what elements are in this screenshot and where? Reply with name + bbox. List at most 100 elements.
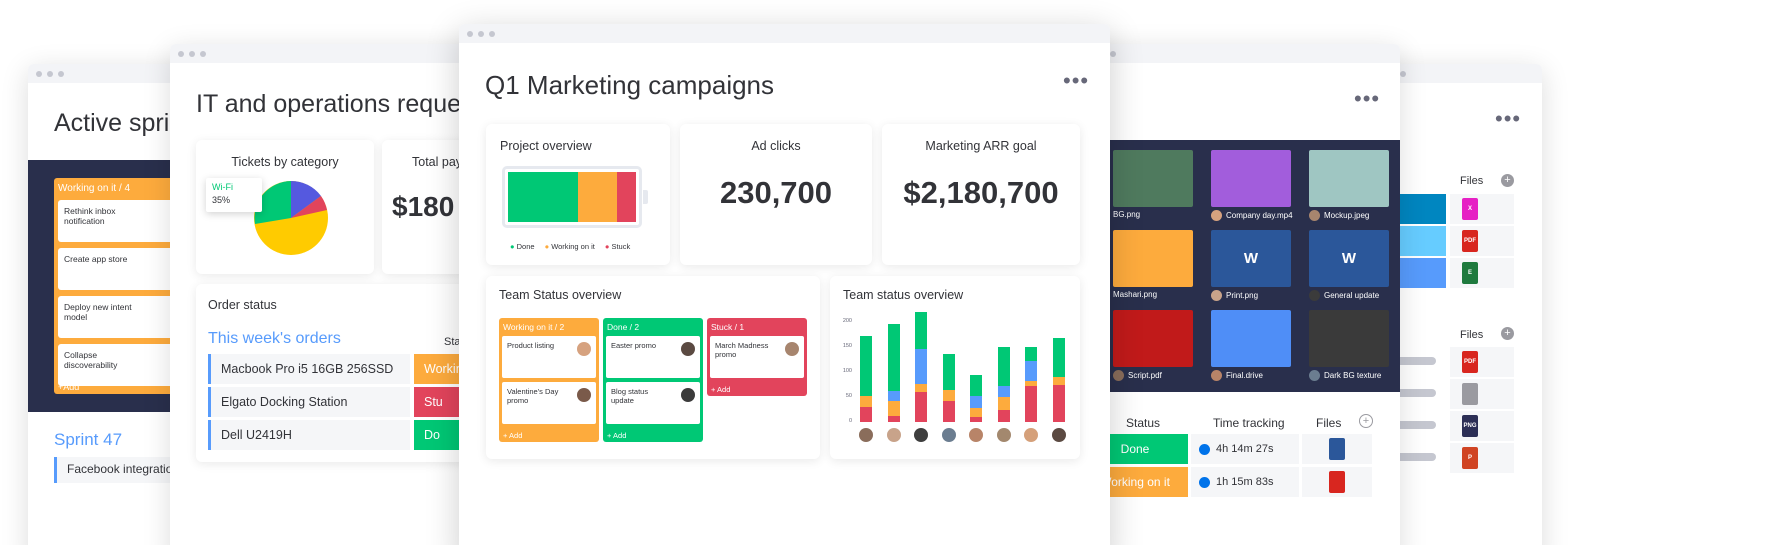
table-row[interactable]: Working on it 1h 15m 83s <box>1080 467 1372 497</box>
window-chrome <box>459 24 1110 43</box>
file-type-icon: PNG <box>1462 415 1478 437</box>
file-tile[interactable] <box>1113 230 1193 287</box>
files-rows: Done 4h 14m 27s Working on it 1h 15m 83s <box>1080 434 1372 500</box>
ad-clicks-title: Ad clicks <box>751 139 801 153</box>
file-tile[interactable] <box>1113 150 1193 207</box>
file-grid: BG.png Company day.mp4 Mockup.jpeg Mashari.… <box>1080 140 1400 392</box>
file-name: Mashari.png <box>1113 290 1158 299</box>
file-tile[interactable] <box>1309 310 1389 367</box>
bar-segment <box>997 347 1010 386</box>
kanban-add-button[interactable]: + Add <box>607 431 627 440</box>
sprint-title[interactable]: Sprint 47 <box>54 430 123 449</box>
bar-segment <box>970 374 982 396</box>
file-name: General update <box>1324 291 1380 300</box>
file-tile-label: BG.png <box>1113 210 1140 219</box>
battery-chart <box>502 166 642 228</box>
bar-segment <box>860 407 872 422</box>
kanban-card-label: Valentine's Day promo <box>507 387 559 405</box>
time-value: 1h 15m 83s <box>1216 476 1274 488</box>
kanban-card-label: Product listing <box>507 341 555 350</box>
total-value: $180 <box>392 191 455 222</box>
pie-tooltip: Wi-Fi 35% <box>206 178 262 212</box>
kanban-card[interactable]: Product listing <box>502 336 596 378</box>
y-tick-label: 200 <box>842 318 852 324</box>
tickets-title: Tickets by category <box>231 155 339 169</box>
battery-segment <box>616 172 636 222</box>
avatar <box>941 428 956 442</box>
battery-segment <box>578 172 617 222</box>
file-type-icon <box>1462 383 1478 405</box>
more-options-icon[interactable]: ••• <box>1063 68 1090 93</box>
file-tile[interactable] <box>1113 310 1193 367</box>
table-row[interactable]: Macbook Pro i5 16GB 256SSD Workin <box>208 354 490 384</box>
it-window-title: IT and operations reque <box>196 90 462 118</box>
kanban-card[interactable]: Valentine's Day promo <box>502 382 596 424</box>
table-row[interactable]: Done 4h 14m 27s <box>1080 434 1372 464</box>
avatar <box>996 428 1011 442</box>
bar-segment <box>942 390 955 401</box>
it-window: IT and operations reque Tickets by categ… <box>170 44 490 545</box>
kanban-column: Done / 2 Easter promo Blog status update + … <box>603 318 703 442</box>
play-icon[interactable] <box>1199 476 1210 488</box>
kanban-column: Stuck / 1 March Madness promo + Add <box>707 318 807 396</box>
file-tile[interactable] <box>1309 150 1389 207</box>
tooltip-label: Wi-Fi <box>212 182 233 192</box>
file-tile-label: Mockup.jpeg <box>1309 210 1369 221</box>
chart-title: Team status overview <box>843 288 964 302</box>
bar-segment <box>887 401 900 416</box>
avatar <box>914 428 928 442</box>
file-tile[interactable] <box>1211 310 1291 367</box>
file-tile[interactable]: W <box>1211 230 1291 287</box>
task-label: Rethink inbox notification <box>64 206 116 226</box>
y-tick-label: 0 <box>848 418 852 424</box>
avatar <box>681 388 695 402</box>
more-options-icon[interactable]: ••• <box>1354 86 1381 111</box>
bar-segment <box>887 323 900 391</box>
add-column-icon[interactable]: + <box>1501 174 1514 187</box>
bar-segment <box>1025 381 1037 386</box>
time-tracking-cell: 4h 14m 27s <box>1191 434 1299 464</box>
file-tile[interactable]: W <box>1309 230 1389 287</box>
progress-bar <box>1370 453 1436 461</box>
arr-goal-card: Marketing ARR goal $2,180,700 <box>882 124 1080 265</box>
add-column-icon[interactable]: + <box>1501 327 1514 340</box>
battery-segment <box>508 172 579 222</box>
kanban-card[interactable]: March Madness promo <box>710 336 804 378</box>
more-options-icon[interactable]: ••• <box>1495 106 1522 131</box>
file-cell <box>1450 258 1514 288</box>
kanban-card[interactable]: Blog status update <box>606 382 700 424</box>
tickets-card: Tickets by category Wi-Fi 35% <box>196 140 374 274</box>
add-task-button[interactable]: +Add <box>58 382 80 392</box>
ad-clicks-value: 230,700 <box>719 175 833 210</box>
avatar <box>1211 290 1222 301</box>
kanban-column: Working on it / 2 Product listing Valentin… <box>499 318 599 442</box>
file-tile[interactable] <box>1211 150 1291 207</box>
kanban-card-label: March Madness promo <box>715 341 769 359</box>
file-cell <box>1450 443 1514 473</box>
time-tracking-header: Time tracking <box>1213 416 1285 430</box>
file-type-icon: E <box>1462 262 1478 284</box>
legend-done: ● Done <box>510 242 535 251</box>
file-type-icon: PDF <box>1462 351 1478 373</box>
add-column-icon[interactable]: + <box>1359 414 1373 428</box>
tooltip-value: 35% <box>212 195 231 205</box>
kanban-card[interactable]: Easter promo <box>606 336 700 378</box>
avatar <box>1309 370 1320 381</box>
file-type-icon <box>1329 471 1345 493</box>
sprint-window-title: Active spri <box>54 109 170 137</box>
bar-segment <box>997 397 1010 410</box>
table-row[interactable]: Dell U2419H Do <box>208 420 490 450</box>
bar-segment <box>970 417 982 422</box>
file-cell <box>1450 411 1514 441</box>
task-label: Collapse discoverability <box>64 350 118 370</box>
play-icon[interactable] <box>1199 443 1210 455</box>
kanban-column-header: Stuck / 1 <box>711 322 745 332</box>
files-window: ••• BG.png Company day.mp4 Mockup.jpeg Mash… <box>1080 44 1400 545</box>
file-tile-label: Print.png <box>1211 290 1258 301</box>
kanban-card-label: Blog status update <box>611 387 649 405</box>
table-row[interactable]: Elgato Docking Station Stu <box>208 387 490 417</box>
kanban-add-button[interactable]: + Add <box>503 431 523 440</box>
avatar <box>681 342 695 356</box>
kanban-add-button[interactable]: + Add <box>711 385 731 394</box>
avatar <box>859 428 873 442</box>
